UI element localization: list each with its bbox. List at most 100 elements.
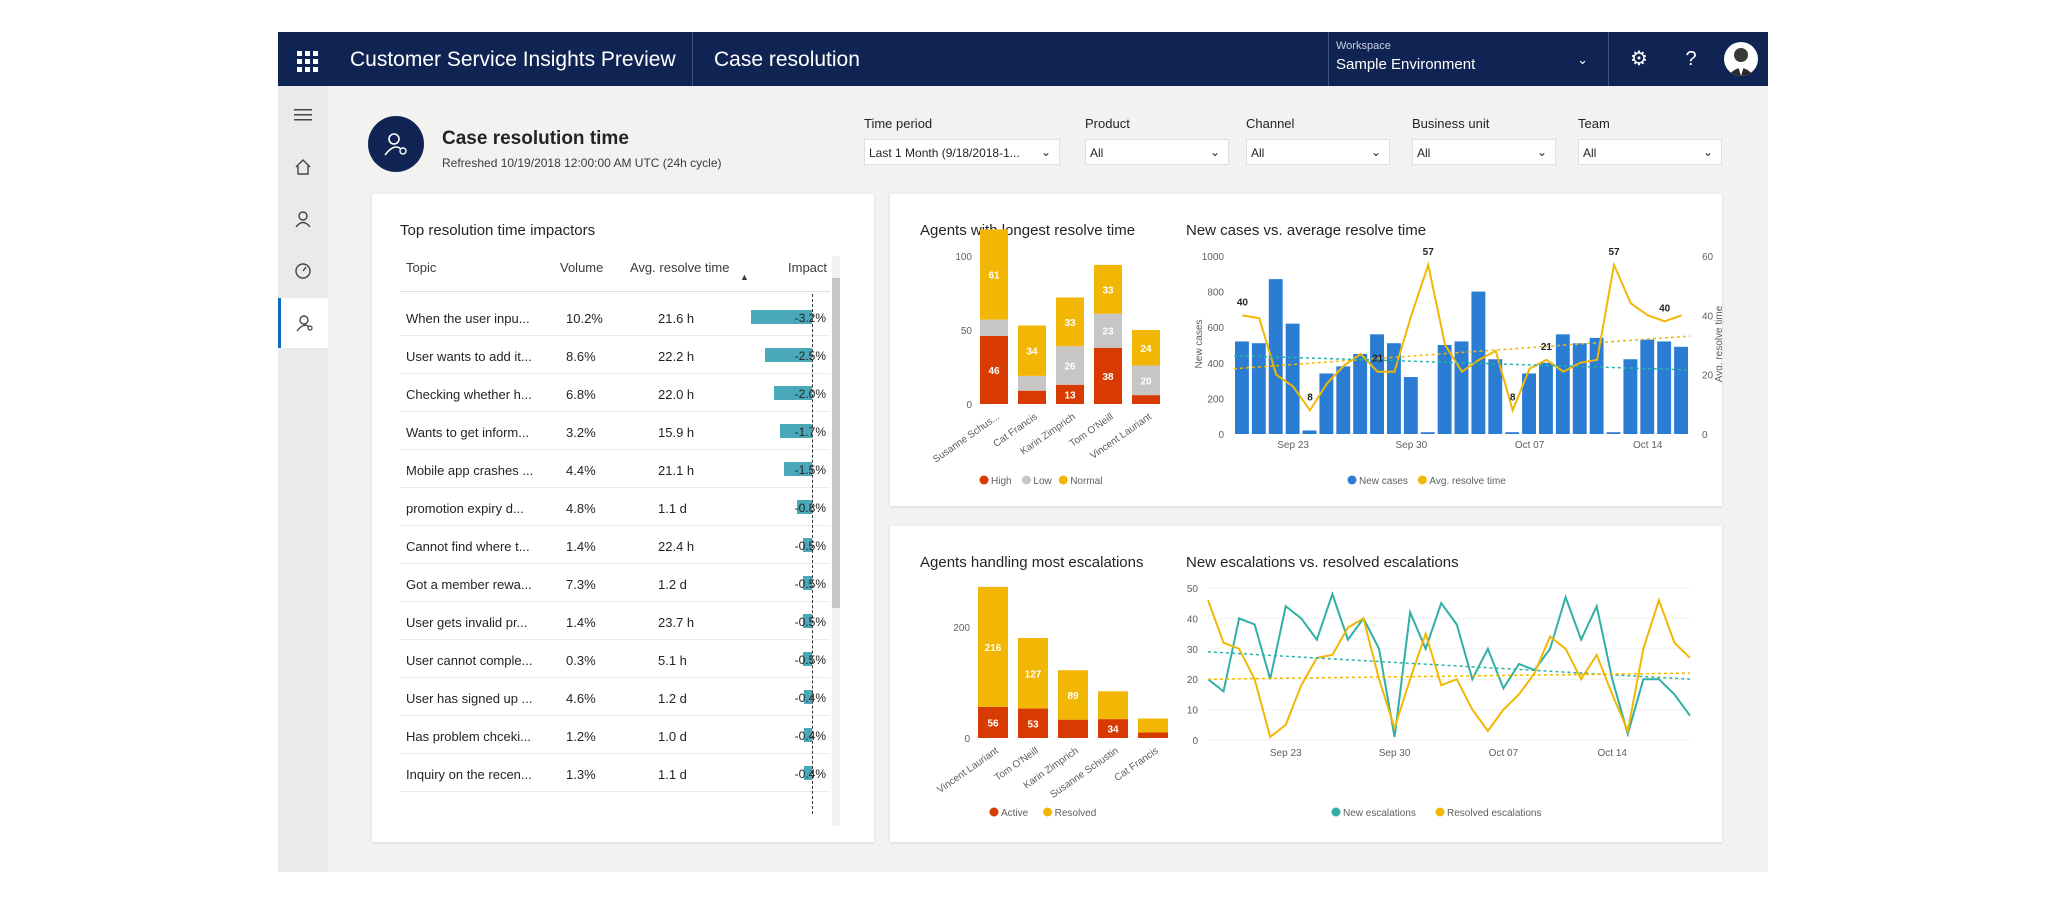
avatar[interactable] [1724, 42, 1758, 76]
impact-zero-line [812, 294, 813, 814]
bar-new-cases [1370, 334, 1384, 434]
gear-icon[interactable]: ⚙ [1630, 48, 1648, 70]
row-volume: 4.4% [566, 463, 596, 478]
row-impact: -0.5% [794, 577, 826, 591]
legend-label: High [991, 476, 1012, 487]
bar-new-cases [1387, 343, 1401, 434]
sort-asc-icon[interactable]: ▲ [740, 272, 749, 282]
business-unit-dropdown[interactable]: All ⌄ [1412, 139, 1556, 165]
home-icon[interactable] [278, 142, 328, 192]
y2-axis-label: Avg. resolve time [1714, 305, 1722, 382]
table-row[interactable]: Inquiry on the recen... 1.3% 1.1 d -0.4% [400, 754, 830, 792]
data-label: 46 [988, 366, 1000, 377]
x-tick-label: Sep 23 [1277, 440, 1309, 451]
table-row[interactable]: User cannot comple... 0.3% 5.1 h -0.5% [400, 640, 830, 678]
gauge-icon[interactable] [278, 246, 328, 296]
col-avg-resolve[interactable]: Avg. resolve time [630, 260, 730, 275]
bar-segment-active [1058, 719, 1088, 738]
y-tick-label: 0 [964, 734, 970, 745]
row-volume: 8.6% [566, 349, 596, 364]
y-tick-label: 600 [1207, 323, 1224, 334]
refresh-timestamp: Refreshed 10/19/2018 12:00:00 AM UTC (24… [442, 156, 722, 170]
team-dropdown[interactable]: All ⌄ [1578, 139, 1722, 165]
table-row[interactable]: promotion expiry d... 4.8% 1.1 d -0.8% [400, 488, 830, 526]
row-impact: -2.0% [794, 387, 826, 401]
col-volume[interactable]: Volume [560, 260, 604, 275]
data-label: 13 [1064, 390, 1076, 401]
chart-title: New cases vs. average resolve time [1186, 222, 1427, 239]
table-row[interactable]: Checking whether h... 6.8% 22.0 h -2.0% [400, 374, 830, 412]
data-label: 216 [985, 643, 1002, 654]
point-label: 57 [1423, 247, 1435, 258]
case-resolution-nav-icon[interactable] [278, 298, 328, 348]
impact-bar [783, 462, 812, 476]
bar-new-cases [1235, 341, 1249, 434]
bar-segment-high [1018, 390, 1046, 404]
row-avg-resolve: 1.2 d [658, 691, 687, 706]
row-avg-resolve: 23.7 h [658, 615, 695, 630]
app-title[interactable]: Customer Service Insights Preview [350, 48, 676, 71]
scrollbar[interactable] [832, 256, 840, 826]
help-icon[interactable]: ? [1685, 48, 1697, 70]
row-topic: Wants to get inform... [406, 425, 530, 440]
scrollbar-thumb[interactable] [832, 278, 840, 608]
person-icon[interactable] [278, 194, 328, 244]
channel-dropdown[interactable]: All ⌄ [1246, 139, 1390, 165]
bar-new-cases [1353, 353, 1368, 434]
app-launcher-icon[interactable] [290, 44, 320, 74]
workspace-selector[interactable]: Workspace Sample Environment ⌄ [1336, 40, 1596, 80]
product-dropdown[interactable]: All ⌄ [1085, 139, 1229, 165]
table-row[interactable]: Mobile app crashes ... 4.4% 21.1 h -1.5% [400, 450, 830, 488]
y-tick-label: 20 [1187, 675, 1199, 686]
impact-bar [779, 424, 812, 438]
row-avg-resolve: 1.0 d [658, 729, 687, 744]
table-row[interactable]: User has signed up ... 4.6% 1.2 d -0.4% [400, 678, 830, 716]
row-impact: -1.5% [794, 463, 826, 477]
bar-segment-active [1138, 732, 1168, 738]
table-row[interactable]: User wants to add it... 8.6% 22.2 h -2.5% [400, 336, 830, 374]
y-tick-label: 0 [1192, 736, 1198, 747]
table-row[interactable]: Wants to get inform... 3.2% 15.9 h -1.7% [400, 412, 830, 450]
table-row[interactable]: Cannot find where t... 1.4% 22.4 h -0.5% [400, 526, 830, 564]
legend-label: Resolved [1055, 808, 1097, 819]
impactors-title: Top resolution time impactors [400, 222, 596, 239]
page-title: Case resolution time [442, 128, 629, 149]
chevron-down-icon: ⌄ [1209, 145, 1220, 159]
time-period-dropdown[interactable]: Last 1 Month (9/18/2018-1... ⌄ [864, 139, 1060, 165]
data-label: 24 [1140, 344, 1152, 355]
row-volume: 1.4% [566, 539, 596, 554]
col-impact[interactable]: Impact [788, 260, 828, 275]
filter-label: Channel [1246, 116, 1295, 131]
table-row[interactable]: Got a member rewa... 7.3% 1.2 d -0.5% [400, 564, 830, 602]
table-row[interactable]: Has problem chceki... 1.2% 1.0 d -0.4% [400, 716, 830, 754]
filter-label: Team [1578, 116, 1610, 131]
table-row[interactable]: When the user inpu... 10.2% 21.6 h -3.2% [400, 298, 830, 336]
bar-segment-low [1056, 346, 1084, 385]
bar-segment-low [1094, 313, 1122, 348]
legend-marker [1417, 475, 1427, 485]
impact-bar [804, 728, 812, 742]
bar-segment-low [1018, 375, 1046, 391]
row-impact: -0.5% [794, 615, 826, 629]
legend-label: Avg. resolve time [1429, 476, 1506, 487]
chart-title: New escalations vs. resolved escalations [1186, 554, 1459, 571]
bar-segment-normal [1132, 330, 1160, 366]
x-tick-label: Susanne Schustin [1048, 745, 1120, 800]
legend-marker [989, 807, 999, 817]
legend-marker [1347, 475, 1357, 485]
x-tick-label: Cat Francis [1113, 745, 1161, 783]
table-row[interactable]: User gets invalid pr... 1.4% 23.7 h -0.5% [400, 602, 830, 640]
hamburger-menu-icon[interactable] [278, 90, 328, 140]
legend-marker [1331, 807, 1341, 817]
bar-new-cases [1522, 373, 1536, 434]
row-volume: 4.8% [566, 501, 596, 516]
col-topic[interactable]: Topic [406, 260, 437, 275]
row-avg-resolve: 1.1 d [658, 767, 687, 782]
impactors-card: Top resolution time impactors Topic Volu… [372, 194, 874, 842]
impact-bar [802, 652, 812, 666]
bar-segment-high [980, 335, 1008, 404]
bar-new-cases [1572, 343, 1587, 434]
y2-tick-label: 0 [1702, 430, 1708, 441]
row-avg-resolve: 5.1 h [658, 653, 687, 668]
